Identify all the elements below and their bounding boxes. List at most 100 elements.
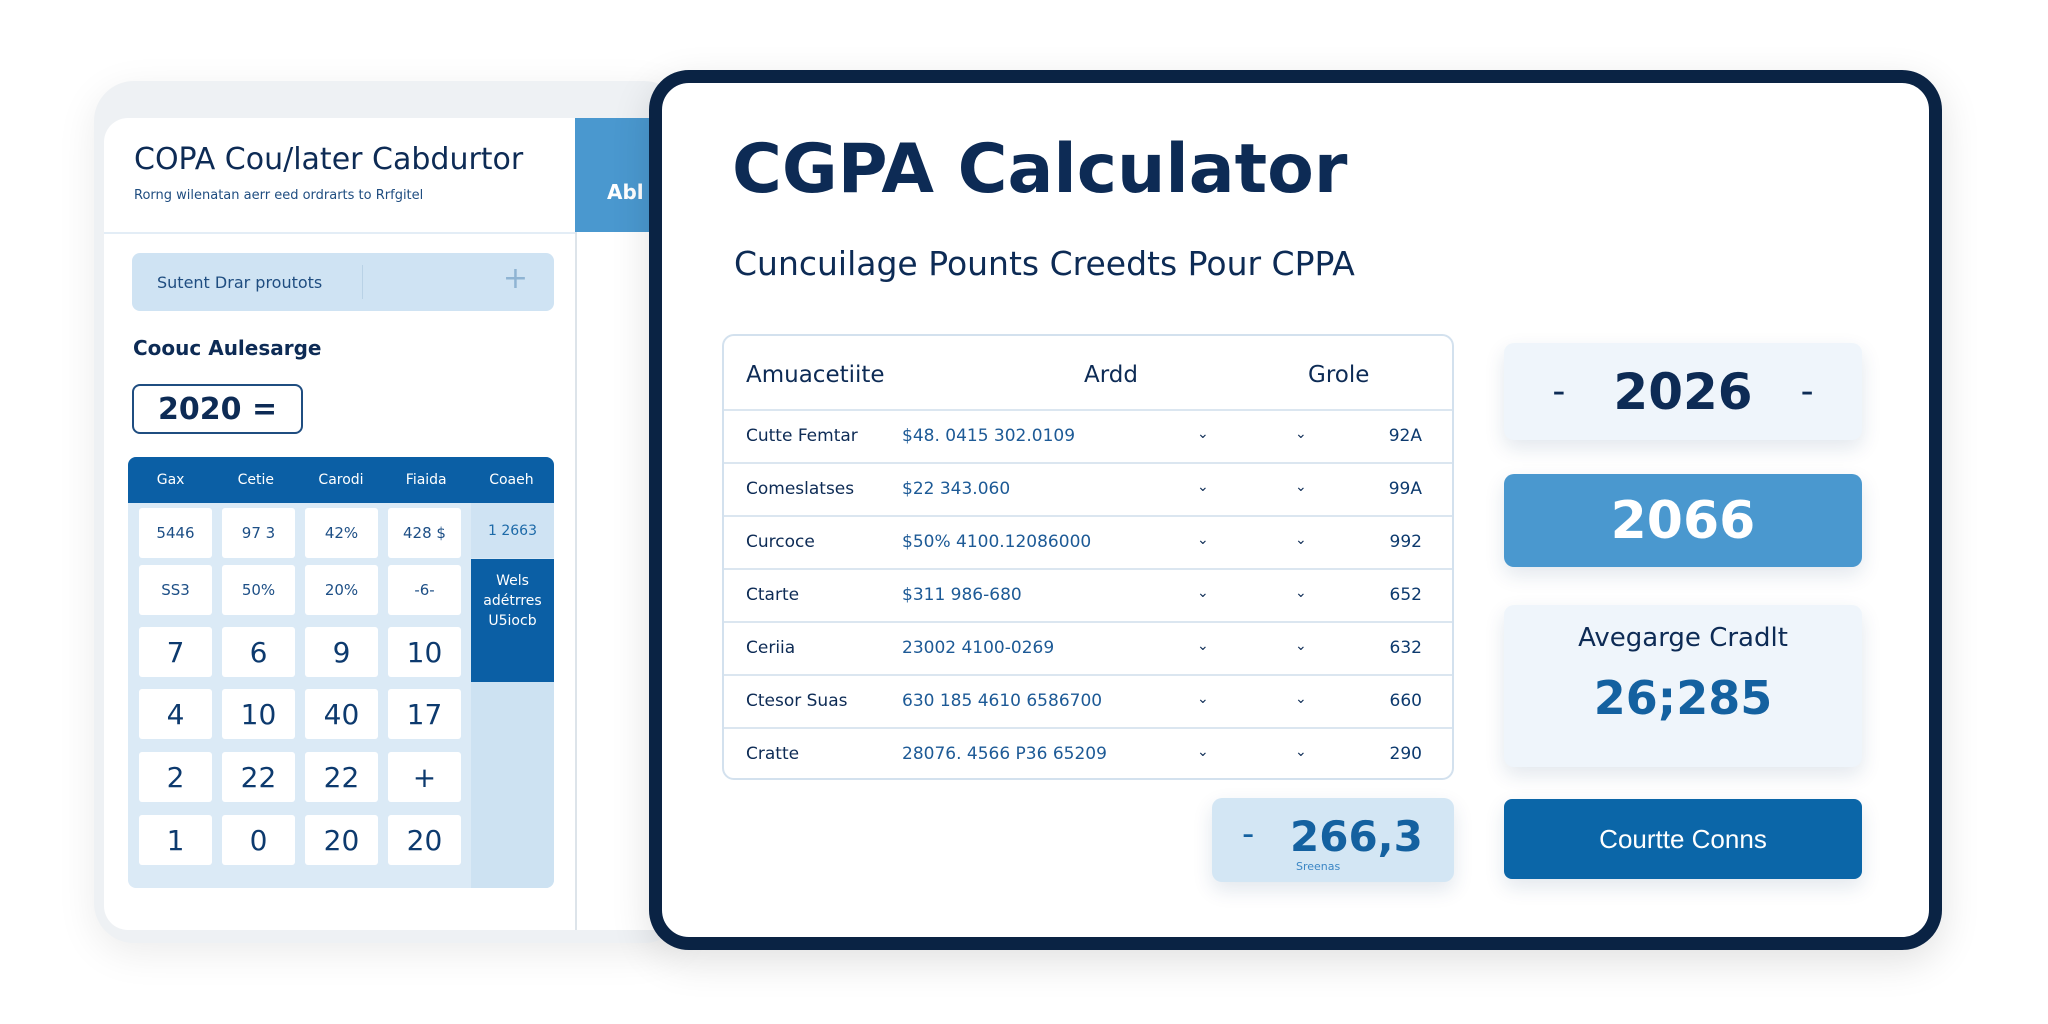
grid-cell[interactable]: 4	[139, 689, 212, 739]
chevron-down-icon[interactable]: ⌄	[1295, 479, 1307, 495]
divider	[575, 232, 577, 930]
minus-icon[interactable]: -	[1242, 814, 1255, 854]
year-stepper[interactable]: - 2026 -	[1504, 343, 1862, 440]
chevron-down-icon[interactable]: ⌄	[1197, 638, 1209, 654]
grid-header-cell: Fiaida	[405, 472, 447, 488]
grid-header-cell: Coaeh	[489, 472, 534, 488]
calculator-grid: Gax Cetie Carodi Fiaida Coaeh 5446 97 3 42…	[128, 457, 554, 888]
section-label: Coouc Aulesarge	[133, 336, 322, 360]
grid-cell[interactable]: 10	[388, 627, 461, 677]
table-row[interactable]: Cutte Femtar $48. 0415 302.0109 ⌄ ⌄ 92A	[724, 409, 1452, 462]
chevron-down-icon[interactable]: ⌄	[1197, 479, 1209, 495]
search-input[interactable]: Sutent Drar proutots +	[132, 253, 554, 311]
grid-cell[interactable]: 22	[222, 752, 295, 802]
table-row[interactable]: Cratte 28076. 4566 P36 65209 ⌄ ⌄ 290	[724, 727, 1452, 778]
summary-value: 266,3	[1290, 812, 1423, 861]
grid-cell[interactable]: 22	[305, 752, 378, 802]
table-row[interactable]: Ceriia 23002 4100-0269 ⌄ ⌄ 632	[724, 621, 1452, 674]
plus-icon[interactable]: +	[502, 261, 528, 296]
chevron-down-icon[interactable]: ⌄	[1295, 744, 1307, 760]
highlight-value: 2066	[1504, 474, 1862, 567]
compute-button[interactable]: Courtte Conns	[1504, 799, 1862, 879]
course-grade: 992	[1389, 532, 1422, 552]
grid-header-cell: Carodi	[318, 472, 364, 488]
grid-cell[interactable]: 42%	[305, 508, 378, 558]
average-label: Avegarge Cradlt	[1578, 623, 1788, 653]
grid-cell[interactable]: 20%	[305, 565, 378, 615]
average-value: 26;285	[1593, 671, 1773, 725]
grid-cell[interactable]: 40	[305, 689, 378, 739]
course-grade: 99A	[1388, 479, 1422, 499]
value-input[interactable]: 2020 =	[132, 384, 303, 434]
course-value: $311 986-680	[902, 585, 1022, 605]
course-value: 630 185 4610 6586700	[902, 691, 1103, 711]
grid-side-value: 1 2663	[471, 503, 554, 558]
chevron-down-icon[interactable]: ⌄	[1197, 744, 1209, 760]
course-grade: 632	[1389, 638, 1422, 658]
stepper-value: 2026	[1613, 362, 1753, 421]
grid-cell[interactable]: 2	[139, 752, 212, 802]
course-value: $22 343.060	[902, 479, 1011, 499]
course-name: Curcoce	[746, 532, 815, 552]
course-value: $50% 4100.12086000	[902, 532, 1092, 552]
grid-cell[interactable]: 20	[388, 815, 461, 865]
table-row[interactable]: Curcoce $50% 4100.12086000 ⌄ ⌄ 992	[724, 515, 1452, 568]
chevron-down-icon[interactable]: ⌄	[1295, 638, 1307, 654]
chevron-down-icon[interactable]: ⌄	[1295, 426, 1307, 442]
grid-cell[interactable]: 50%	[222, 565, 295, 615]
divider	[104, 232, 575, 234]
chevron-down-icon[interactable]: ⌄	[1295, 532, 1307, 548]
summary-caption: Sreenas	[1296, 860, 1341, 873]
course-grade: 92A	[1388, 426, 1422, 446]
column-header: Ardd	[1084, 362, 1138, 388]
grid-cell[interactable]: 5446	[139, 508, 212, 558]
grid-cell[interactable]: 6	[222, 627, 295, 677]
left-panel-title: COPA Cou/later Cabdurtor	[134, 142, 524, 177]
grid-cell[interactable]: 10	[222, 689, 295, 739]
increment-button[interactable]: -	[1800, 371, 1814, 412]
course-name: Ctesor Suas	[746, 691, 848, 711]
course-grade: 290	[1389, 744, 1422, 764]
course-name: Ctarte	[746, 585, 800, 605]
grid-cell[interactable]: 17	[388, 689, 461, 739]
grid-side-block[interactable]: Wels adétrres U5iocb	[471, 559, 554, 682]
grid-cell[interactable]: 97 3	[222, 508, 295, 558]
table-row[interactable]: Ctesor Suas 630 185 4610 6586700 ⌄ ⌄ 660	[724, 674, 1452, 727]
chevron-down-icon[interactable]: ⌄	[1295, 585, 1307, 601]
course-name: Ceriia	[746, 638, 796, 658]
average-credit-card: Avegarge Cradlt 26;285	[1504, 605, 1862, 767]
course-value: 28076. 4566 P36 65209	[902, 744, 1107, 764]
grid-header: Gax Cetie Carodi Fiaida Coaeh	[128, 457, 554, 503]
page-subtitle: Cuncuilage Pounts Creedts Pour CPPA	[734, 244, 1355, 283]
divider	[362, 265, 363, 299]
search-value: Sutent Drar proutots	[157, 272, 323, 292]
grid-cell[interactable]: +	[388, 752, 461, 802]
decrement-button[interactable]: -	[1552, 371, 1566, 412]
grid-header-cell: Gax	[156, 472, 185, 488]
tab-abl[interactable]: Abl	[575, 118, 655, 232]
grid-cell[interactable]: SS3	[139, 565, 212, 615]
column-header: Grole	[1308, 362, 1370, 388]
grid-cell[interactable]: 0	[222, 815, 295, 865]
course-grade: 660	[1389, 691, 1422, 711]
course-value: $48. 0415 302.0109	[902, 426, 1076, 446]
chevron-down-icon[interactable]: ⌄	[1197, 585, 1209, 601]
grid-cell[interactable]: 7	[139, 627, 212, 677]
grid-cell[interactable]: 428 $	[388, 508, 461, 558]
grid-cell[interactable]: -6-	[388, 565, 461, 615]
chevron-down-icon[interactable]: ⌄	[1197, 532, 1209, 548]
chevron-down-icon[interactable]: ⌄	[1197, 426, 1209, 442]
grid-cell[interactable]: 1	[139, 815, 212, 865]
course-value: 23002 4100-0269	[902, 638, 1055, 658]
page-title: CGPA Calculator	[732, 130, 1348, 209]
grid-cell[interactable]: 9	[305, 627, 378, 677]
course-grade: 652	[1389, 585, 1422, 605]
table-row[interactable]: Ctarte $311 986-680 ⌄ ⌄ 652	[724, 568, 1452, 621]
courses-table: Amuacetiite Ardd Grole Cutte Femtar $48. …	[722, 334, 1454, 780]
chevron-down-icon[interactable]: ⌄	[1197, 691, 1209, 707]
summary-box: - 266,3 Sreenas	[1212, 798, 1454, 882]
chevron-down-icon[interactable]: ⌄	[1295, 691, 1307, 707]
grid-side-fill	[471, 682, 554, 888]
table-row[interactable]: Comeslatses $22 343.060 ⌄ ⌄ 99A	[724, 462, 1452, 515]
grid-cell[interactable]: 20	[305, 815, 378, 865]
